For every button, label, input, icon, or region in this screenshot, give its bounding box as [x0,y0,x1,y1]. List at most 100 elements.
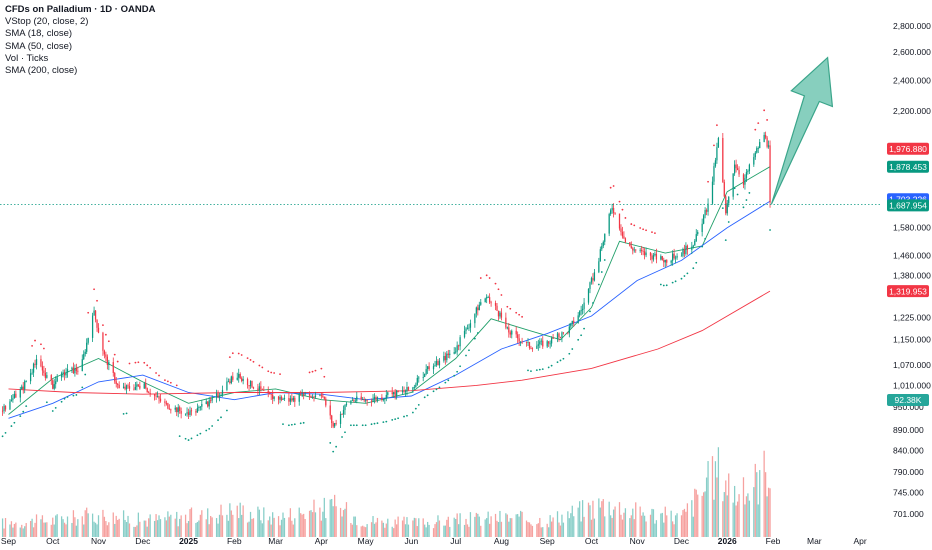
candlestick [519,341,522,347]
volume-bar [407,524,410,537]
candlestick [468,323,470,332]
volume-bar [242,505,244,537]
candlestick [766,136,768,149]
candlestick [763,132,765,143]
vstop-dot [506,305,509,308]
candlestick [680,252,683,257]
candlestick [96,319,98,332]
volume-bar [143,520,145,537]
vstop-dot [645,229,647,232]
volume-bar [282,512,284,537]
price-badge [887,394,929,406]
legend-item-sma200[interactable]: SMA (200, close) [5,65,78,77]
candlestick [220,393,222,397]
candlestick [714,157,717,168]
volume-bar [269,516,271,537]
volume-bar [249,511,252,537]
vstop-dot [287,424,290,427]
volume-bar [53,524,55,537]
volume-bar [682,510,684,537]
candlestick [726,200,728,216]
candlestick [40,355,42,368]
volume-bar [497,522,500,537]
volume-bar [62,519,64,537]
candlestick [362,396,364,401]
candlestick [403,386,405,394]
candlestick [598,257,600,274]
y-tick-label: 1,010.000 [893,380,931,390]
candlestick [705,208,708,216]
candlestick [747,169,749,175]
candlestick [199,406,201,411]
vstop-dot [414,407,417,410]
legend-item-sma18[interactable]: SMA (18, close) [5,28,73,40]
vstop-dot [63,397,66,400]
vstop-dot [187,439,190,441]
candlestick [506,326,508,330]
vstop-dot [695,261,698,264]
legend-item-sma50[interactable]: SMA (50, close) [5,40,73,52]
volume-bar [74,517,76,537]
volume-bar [641,515,643,537]
candlestick [728,196,730,208]
candlestick [474,313,476,328]
volume-bar [468,526,470,537]
candlestick [124,382,126,391]
volume-bar [153,520,156,537]
candlestick [449,349,451,359]
vstop-dot [75,394,78,396]
candlestick [579,310,581,318]
candlestick [443,351,445,363]
x-tick-label: Jun [405,536,419,546]
candlestick [649,252,652,261]
vstop-dot [175,384,178,387]
volume-bar [717,447,720,537]
candlestick [508,323,510,338]
candlestick [660,254,662,261]
vstop-dot [267,370,270,373]
candlestick [257,383,259,396]
vstop-dot [541,368,544,370]
vstop-dot [252,360,255,363]
vstop-dot [323,375,326,378]
volume-bar [589,505,591,537]
volume-bar [415,518,417,537]
volume-bar [93,521,95,537]
volume-bar [403,516,405,537]
candlestick [753,153,755,167]
volume-bar [273,517,275,537]
candlestick [742,173,745,189]
volume-bar [413,517,415,537]
volume-bar [425,527,427,537]
candlestick [528,341,531,350]
x-tick-label: Oct [585,536,599,546]
volume-bar [633,519,635,537]
candlestick [486,294,488,304]
vstop-dot [423,396,426,399]
volume-bar [60,516,63,537]
candlestick [375,395,377,403]
volume-bar [666,515,668,537]
trend-arrow-annotation[interactable] [770,56,834,205]
y-tick-label: 2,200.000 [893,106,931,116]
candlestick [754,150,756,160]
legend-item-vstop[interactable]: VStop (20, close, 2) [5,16,89,28]
volume-bar [598,498,600,537]
candlestick [269,391,271,395]
vstop-dot [270,371,273,374]
x-tick-label: Aug [494,536,509,546]
legend-item-volume[interactable]: Vol · Ticks [5,52,49,64]
candlestick [496,302,498,311]
volume-bar [345,502,348,537]
volume-bar [258,509,261,537]
volume-bar [713,499,715,537]
candlestick [394,389,396,400]
volume-bar [736,501,739,537]
candlestick [354,398,356,403]
volume-bar [509,518,511,537]
volume-bar [592,500,594,537]
candlestick [444,352,446,365]
volume-bar [3,528,5,537]
symbol-title[interactable]: CFDs on Palladium · 1D · OANDA [5,4,156,15]
